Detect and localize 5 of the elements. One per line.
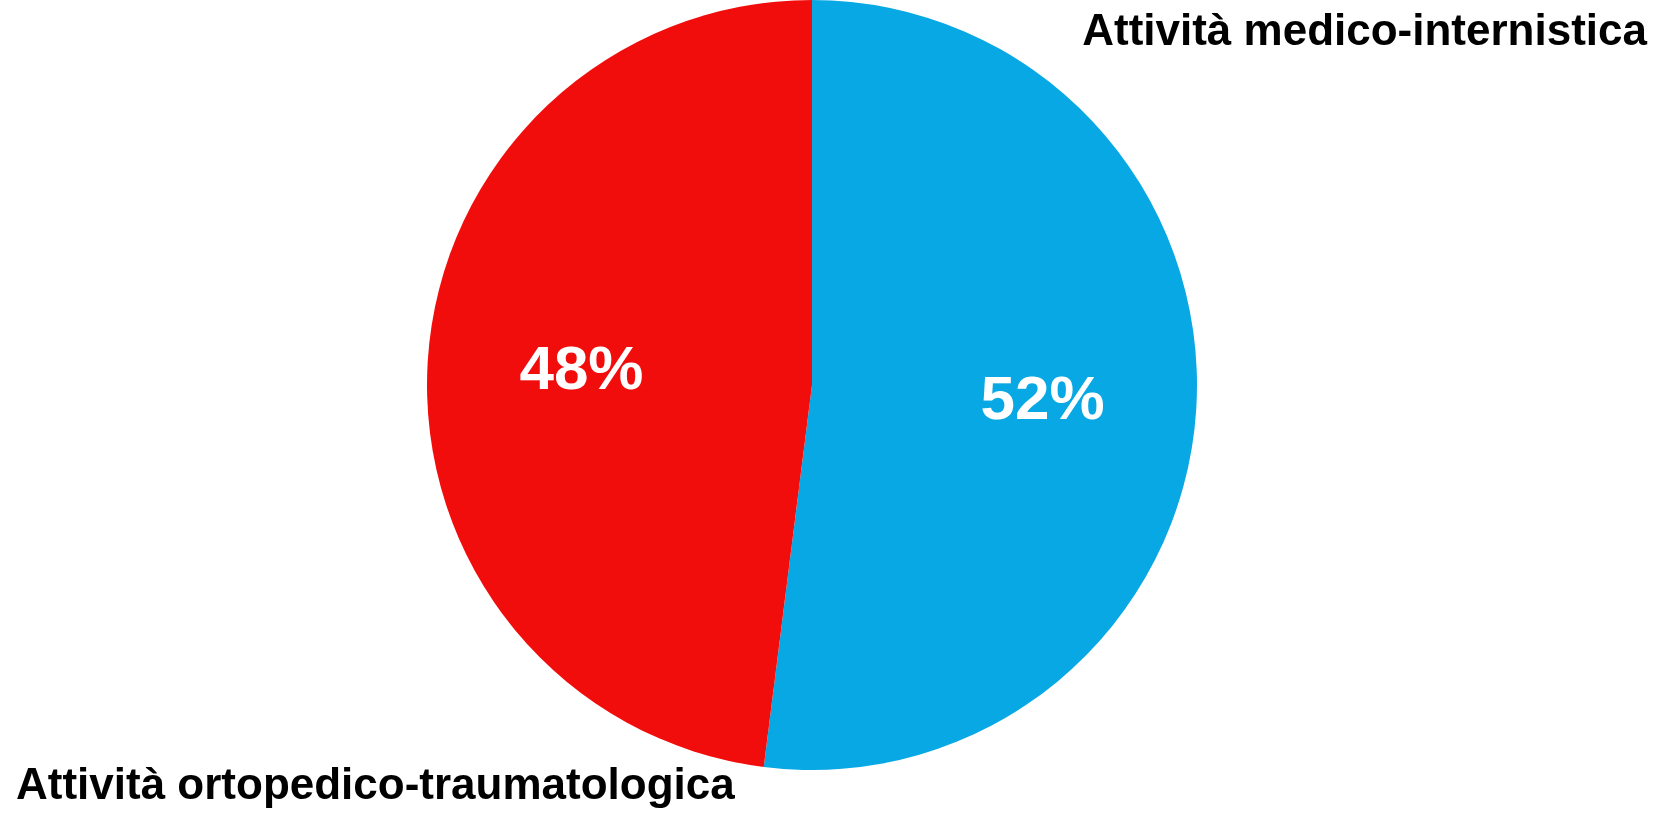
slice-label: Attività ortopedico-traumatologica — [16, 759, 736, 808]
pie-slice — [427, 0, 812, 767]
data-label: 52% — [980, 362, 1105, 432]
slice-label: Attività medico-internistica — [1082, 5, 1648, 54]
data-label: 48% — [519, 333, 644, 403]
